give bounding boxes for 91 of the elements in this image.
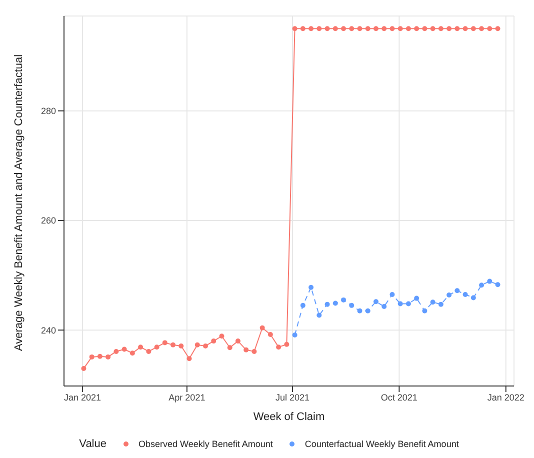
point bbox=[170, 342, 176, 348]
y-axis-title: Average Weekly Benefit Amount and Average Counterfactual bbox=[12, 54, 25, 351]
x-tick-label: Jul 2021 bbox=[275, 392, 310, 402]
point bbox=[89, 354, 94, 360]
point bbox=[178, 343, 184, 348]
point bbox=[122, 346, 127, 352]
point bbox=[373, 299, 378, 304]
point bbox=[349, 302, 354, 308]
legend-label: Counterfactual Weekly Benefit Amount bbox=[304, 439, 459, 449]
point bbox=[422, 26, 428, 32]
point bbox=[211, 338, 216, 344]
point bbox=[446, 26, 452, 32]
point bbox=[194, 342, 200, 348]
x-tick-label: Jan 2022 bbox=[487, 392, 524, 402]
y-tick-label: 280 bbox=[40, 106, 56, 116]
x-axis-title: Week of Claim bbox=[253, 411, 325, 423]
point bbox=[373, 26, 378, 32]
point bbox=[479, 26, 484, 32]
point bbox=[308, 284, 314, 290]
point bbox=[138, 344, 144, 350]
point bbox=[487, 26, 492, 32]
point bbox=[316, 26, 322, 32]
point bbox=[235, 338, 240, 344]
point bbox=[332, 300, 338, 306]
point bbox=[406, 26, 411, 32]
point bbox=[292, 26, 298, 32]
point bbox=[308, 26, 314, 32]
point bbox=[365, 26, 370, 32]
point bbox=[479, 282, 484, 288]
legend-title: Value bbox=[79, 438, 106, 450]
point bbox=[219, 334, 224, 339]
point bbox=[106, 354, 111, 360]
point bbox=[114, 348, 119, 354]
point bbox=[414, 26, 420, 32]
point bbox=[81, 366, 86, 371]
point bbox=[414, 296, 420, 301]
point bbox=[162, 340, 168, 346]
point bbox=[382, 304, 387, 310]
legend-label: Observed Weekly Benefit Amount bbox=[138, 439, 273, 449]
point bbox=[390, 26, 395, 32]
point bbox=[422, 308, 428, 314]
point bbox=[462, 292, 468, 297]
point bbox=[487, 278, 492, 284]
point bbox=[398, 26, 403, 32]
x-tick-label: Oct 2021 bbox=[380, 392, 418, 402]
point bbox=[316, 312, 322, 318]
point bbox=[382, 26, 387, 32]
point bbox=[268, 332, 273, 337]
point bbox=[430, 300, 436, 305]
point bbox=[462, 26, 468, 32]
point bbox=[454, 26, 460, 32]
point bbox=[154, 344, 160, 350]
y-tick-label: 260 bbox=[40, 216, 56, 226]
point bbox=[406, 301, 411, 306]
point bbox=[357, 308, 362, 314]
point bbox=[324, 302, 330, 307]
point bbox=[495, 282, 500, 288]
point bbox=[202, 343, 208, 348]
point bbox=[430, 26, 436, 32]
point bbox=[438, 26, 444, 32]
point bbox=[341, 297, 346, 302]
point bbox=[446, 292, 452, 298]
point bbox=[357, 26, 362, 32]
y-tick-label: 240 bbox=[40, 325, 56, 336]
point bbox=[324, 26, 330, 32]
point bbox=[349, 26, 354, 32]
point bbox=[146, 348, 152, 354]
point bbox=[454, 288, 460, 294]
point bbox=[300, 26, 306, 32]
point bbox=[227, 345, 232, 350]
point bbox=[438, 302, 444, 307]
point bbox=[186, 356, 192, 362]
point bbox=[97, 354, 102, 359]
point bbox=[470, 26, 476, 32]
point bbox=[276, 344, 282, 350]
point bbox=[390, 292, 395, 297]
point bbox=[470, 295, 476, 300]
point bbox=[341, 26, 346, 32]
x-tick-label: Jan 2021 bbox=[64, 392, 102, 402]
point bbox=[252, 348, 257, 354]
point bbox=[495, 26, 500, 32]
point bbox=[332, 26, 338, 32]
point bbox=[300, 302, 306, 308]
point bbox=[292, 332, 298, 338]
point bbox=[284, 342, 290, 347]
point bbox=[398, 301, 403, 306]
point bbox=[365, 308, 370, 314]
point bbox=[244, 347, 249, 352]
point bbox=[130, 350, 135, 356]
point bbox=[260, 325, 265, 330]
x-tick-label: Apr 2021 bbox=[168, 392, 206, 402]
